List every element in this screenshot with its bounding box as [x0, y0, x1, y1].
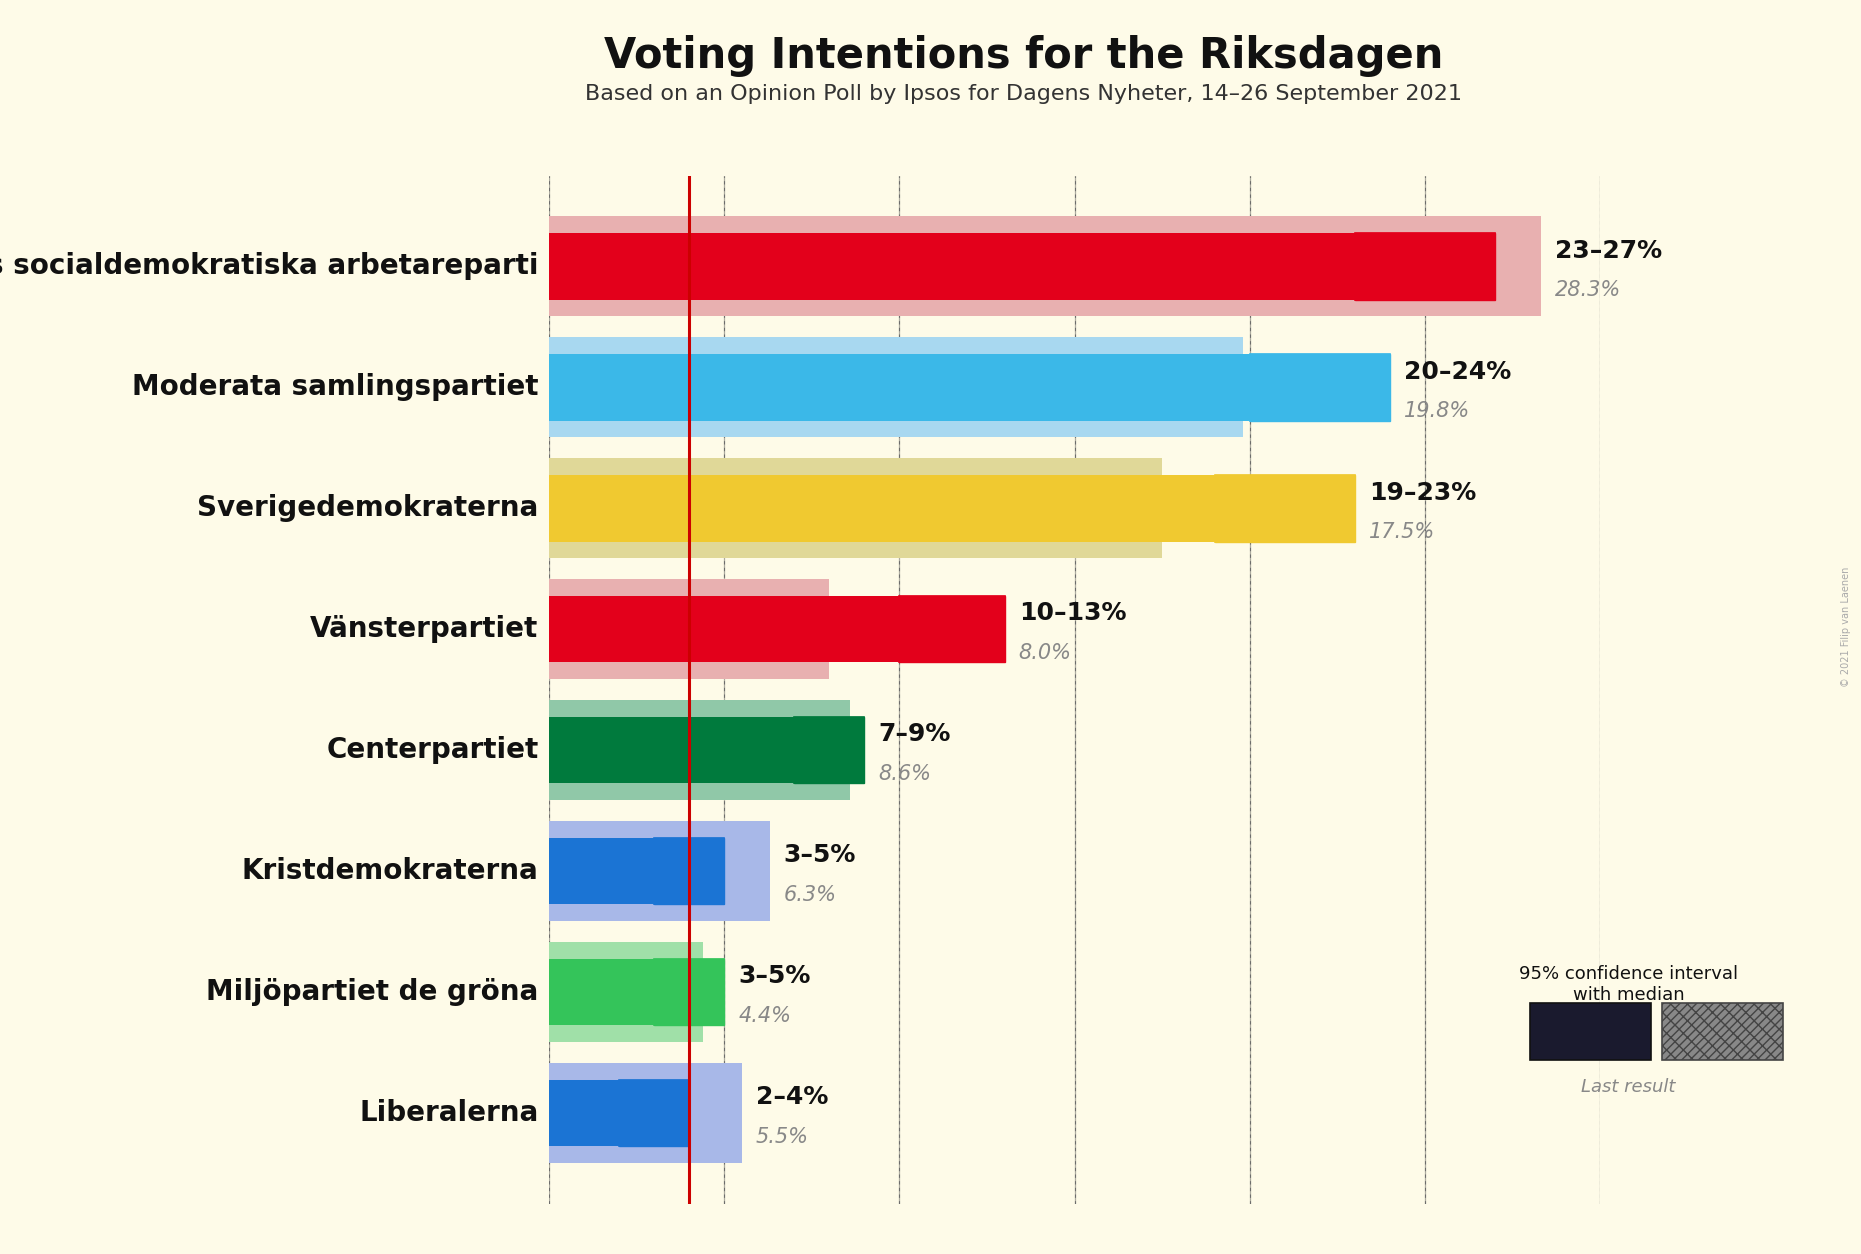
Text: Liberalerna: Liberalerna — [359, 1099, 538, 1127]
Bar — [620, 1080, 689, 1146]
Bar — [1251, 354, 1390, 420]
Bar — [899, 596, 1005, 662]
Text: 10–13%: 10–13% — [1018, 602, 1126, 626]
Bar — [549, 821, 770, 920]
Text: 6.3%: 6.3% — [783, 885, 837, 905]
Text: Centerpartiet: Centerpartiet — [326, 736, 538, 764]
Bar — [620, 1080, 689, 1146]
Text: Vänsterpartiet: Vänsterpartiet — [311, 616, 538, 643]
Text: Based on an Opinion Poll by Ipsos for Dagens Nyheter, 14–26 September 2021: Based on an Opinion Poll by Ipsos for Da… — [584, 84, 1463, 104]
Text: 8.0%: 8.0% — [1018, 643, 1072, 663]
Text: 28.3%: 28.3% — [1556, 281, 1621, 301]
Bar — [655, 959, 724, 1026]
Text: 2–4%: 2–4% — [756, 1086, 828, 1110]
Bar — [549, 233, 1355, 300]
Bar — [549, 458, 1163, 558]
Text: Last result: Last result — [1582, 1078, 1675, 1096]
Bar — [1355, 233, 1494, 300]
Bar — [549, 596, 899, 662]
Text: 8.6%: 8.6% — [878, 765, 932, 785]
Text: Moderata samlingspartiet: Moderata samlingspartiet — [132, 374, 538, 401]
Bar — [549, 1063, 743, 1162]
Text: Sverigedemokraterna: Sverigedemokraterna — [197, 494, 538, 522]
Text: 4.4%: 4.4% — [739, 1006, 791, 1026]
Bar — [795, 717, 864, 784]
Bar — [655, 838, 724, 904]
Text: 3–5%: 3–5% — [783, 844, 856, 868]
Text: 95% confidence interval
with median: 95% confidence interval with median — [1519, 966, 1738, 1003]
Text: 19.8%: 19.8% — [1405, 401, 1470, 421]
Text: © 2021 Filip van Laenen: © 2021 Filip van Laenen — [1841, 567, 1852, 687]
Bar — [549, 475, 1215, 542]
Bar — [1251, 354, 1390, 420]
Bar — [1215, 475, 1355, 542]
Text: 19–23%: 19–23% — [1370, 480, 1476, 504]
Bar — [549, 1080, 620, 1146]
Bar — [549, 337, 1243, 438]
Bar — [549, 217, 1541, 316]
Bar — [655, 959, 724, 1026]
Bar — [549, 579, 830, 680]
Bar — [549, 959, 655, 1026]
Text: Miljöpartiet de gröna: Miljöpartiet de gröna — [207, 978, 538, 1006]
Text: Sveriges socialdemokratiska arbetareparti: Sveriges socialdemokratiska arbetarepart… — [0, 252, 538, 281]
Text: 3–5%: 3–5% — [739, 964, 811, 988]
Bar — [1355, 233, 1494, 300]
Bar — [655, 838, 724, 904]
Text: 5.5%: 5.5% — [756, 1127, 810, 1147]
Text: 7–9%: 7–9% — [878, 722, 951, 746]
Bar — [549, 942, 703, 1042]
Bar — [549, 838, 655, 904]
Bar — [549, 700, 850, 800]
Text: 20–24%: 20–24% — [1405, 360, 1511, 384]
Bar — [899, 596, 1005, 662]
Bar — [549, 717, 795, 784]
Text: 17.5%: 17.5% — [1370, 523, 1435, 543]
Text: Voting Intentions for the Riksdagen: Voting Intentions for the Riksdagen — [603, 35, 1444, 78]
Text: Kristdemokraterna: Kristdemokraterna — [242, 858, 538, 885]
Bar — [1215, 475, 1355, 542]
Bar — [795, 717, 864, 784]
Text: 23–27%: 23–27% — [1556, 238, 1662, 262]
Bar — [549, 354, 1251, 420]
